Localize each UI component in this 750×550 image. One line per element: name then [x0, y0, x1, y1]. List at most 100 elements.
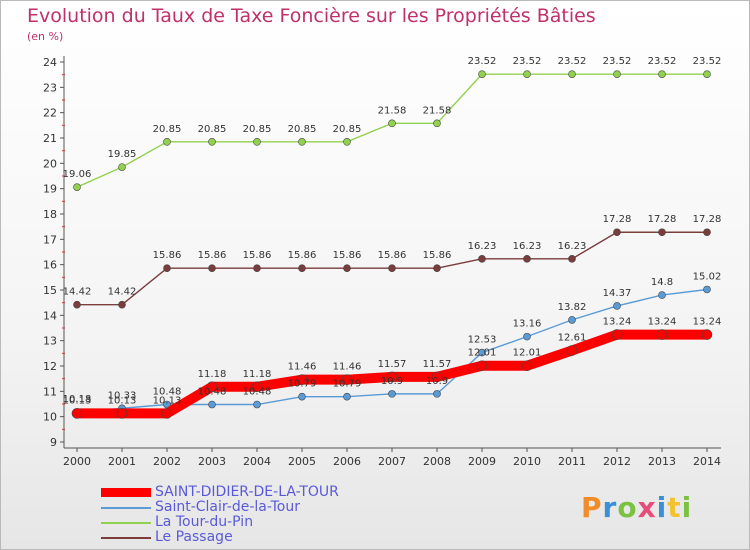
y-tick-label: 9: [50, 436, 57, 449]
data-point: [613, 228, 621, 237]
x-tick-label: 2011: [558, 455, 586, 468]
data-label: 10.48: [198, 387, 227, 398]
data-label: 15.86: [378, 250, 407, 261]
legend-item-le-passage: Le Passage: [101, 530, 339, 545]
data-point: [658, 228, 666, 237]
data-point: [433, 390, 441, 398]
data-point: [478, 348, 486, 357]
data-point: [161, 408, 173, 419]
data-point: [611, 329, 623, 340]
data-point: [73, 300, 81, 309]
data-label: 14.8: [651, 277, 673, 288]
data-label: 20.85: [153, 124, 182, 135]
data-label: 23.52: [468, 56, 497, 67]
data-point: [253, 264, 261, 273]
legend-label: Le Passage: [155, 529, 233, 545]
x-tick-label: 2006: [333, 455, 361, 468]
data-point: [476, 360, 488, 372]
y-tick-label: 17: [43, 233, 57, 246]
data-point: [73, 183, 81, 191]
x-tick-label: 2008: [423, 455, 451, 468]
x-tick-label: 2014: [693, 455, 721, 468]
data-label: 11.18: [198, 369, 227, 380]
x-tick-label: 2005: [288, 455, 316, 468]
data-label: 10.48: [243, 387, 272, 398]
logo-letter: x: [637, 491, 657, 524]
data-point: [118, 163, 126, 171]
data-label: 10.13: [108, 395, 137, 406]
data-label: 15.86: [423, 250, 452, 261]
data-point: [206, 381, 218, 393]
data-label: 15.86: [153, 250, 182, 261]
x-tick-label: 2003: [198, 455, 226, 468]
data-label: 17.28: [693, 214, 722, 225]
data-point: [208, 138, 216, 146]
data-point: [163, 264, 171, 273]
data-point: [296, 374, 308, 385]
data-point: [116, 408, 128, 419]
x-tick-label: 2004: [243, 455, 271, 468]
legend-label: La Tour-du-Pin: [155, 514, 254, 530]
data-point: [343, 264, 351, 273]
data-label: 15.86: [333, 250, 362, 261]
data-label: 12.53: [468, 335, 497, 346]
data-point: [566, 345, 578, 356]
data-label: 15.86: [288, 250, 317, 261]
legend-swatch: [101, 521, 151, 524]
data-label: 15.02: [693, 271, 722, 282]
data-point: [343, 392, 351, 401]
data-label: 17.28: [603, 214, 632, 225]
data-label: 21.58: [423, 105, 452, 116]
data-point: [118, 300, 126, 309]
data-label: 10.9: [426, 376, 448, 387]
data-label: 14.42: [63, 287, 92, 298]
data-label: 10.79: [288, 379, 317, 390]
data-label: 16.23: [513, 241, 542, 252]
x-tick-label: 2010: [513, 455, 541, 468]
data-label: 10.18: [63, 394, 92, 405]
logo-letter: P: [581, 491, 603, 524]
logo-letter: i: [681, 491, 693, 524]
data-point: [251, 381, 263, 393]
y-tick-label: 21: [43, 132, 57, 145]
data-label: 15.86: [243, 250, 272, 261]
y-tick-label: 19: [43, 183, 57, 196]
logo-letter: o: [617, 491, 638, 524]
legend-swatch: [101, 536, 151, 539]
data-label: 20.85: [198, 124, 227, 135]
data-point: [523, 332, 531, 341]
data-label: 15.86: [198, 250, 227, 261]
x-tick-label: 2002: [153, 455, 181, 468]
data-point: [298, 138, 306, 146]
logo-letter: r: [602, 491, 618, 524]
data-label: 10.48: [153, 387, 182, 398]
data-point: [521, 360, 533, 372]
legend-item-saint-didier: SAINT-DIDIER-DE-LA-TOUR: [101, 485, 339, 500]
data-label: 20.85: [243, 124, 272, 135]
data-point: [478, 255, 486, 263]
y-tick-label: 20: [43, 157, 57, 170]
legend-label: Saint-Clair-de-la-Tour: [155, 499, 300, 515]
proxiti-logo: Proxiti: [581, 491, 692, 524]
data-point: [568, 255, 576, 263]
logo-letter: i: [656, 491, 668, 524]
x-tick-label: 2009: [468, 455, 496, 468]
data-point: [703, 285, 711, 294]
y-tick-label: 24: [43, 56, 57, 69]
data-point: [433, 264, 441, 273]
data-point: [431, 371, 443, 383]
data-point: [163, 138, 171, 146]
data-point: [386, 371, 398, 383]
data-label: 13.24: [648, 317, 677, 328]
data-label: 11.46: [288, 362, 317, 373]
x-tick-label: 2013: [648, 455, 676, 468]
data-label: 19.85: [108, 149, 137, 160]
data-point: [388, 264, 396, 273]
data-label: 17.28: [648, 214, 677, 225]
data-point: [253, 138, 261, 146]
data-label: 16.23: [558, 241, 587, 252]
data-label: 20.85: [288, 124, 317, 135]
x-tick-label: 2007: [378, 455, 406, 468]
data-point: [568, 316, 576, 324]
